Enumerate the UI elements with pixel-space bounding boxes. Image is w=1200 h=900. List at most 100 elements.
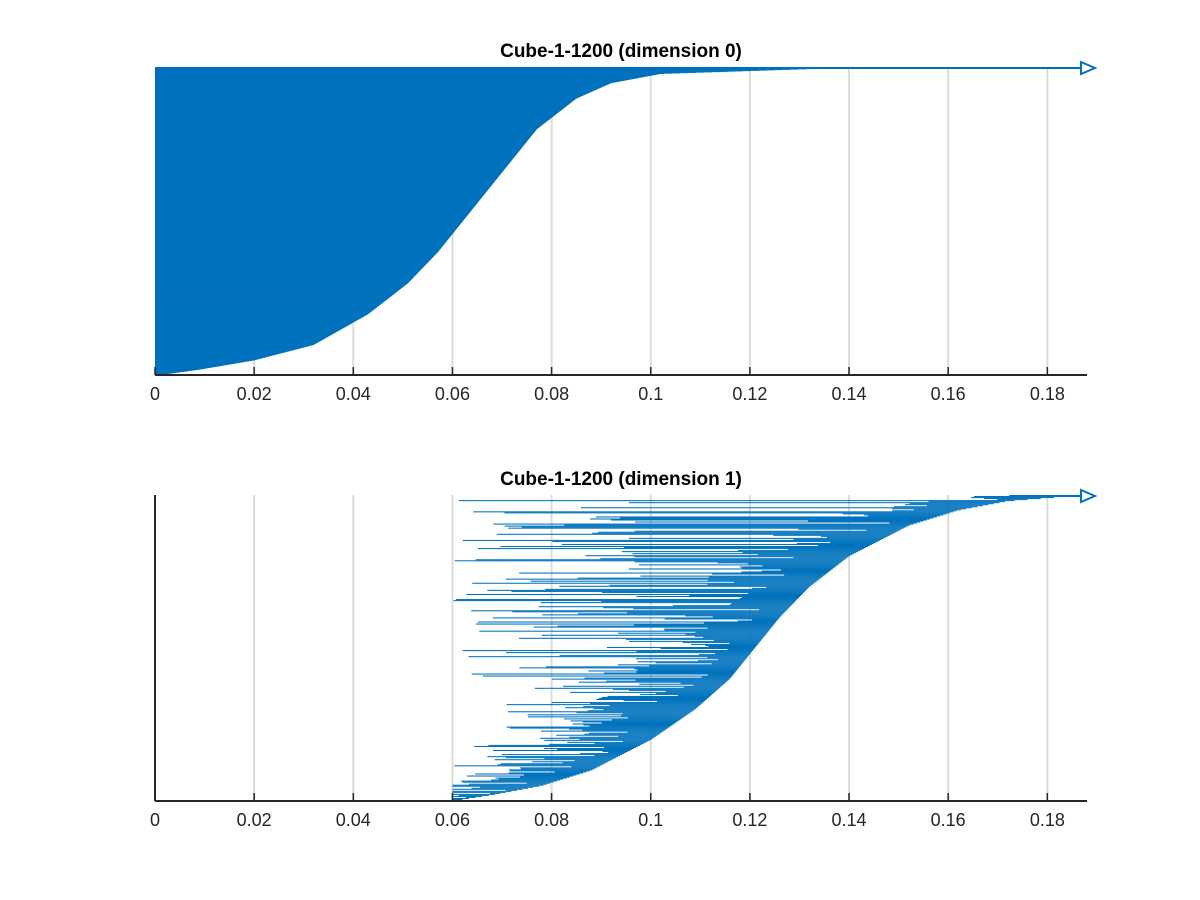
bar: [602, 751, 628, 753]
bar: [479, 786, 534, 788]
bar: [556, 748, 632, 751]
bar: [603, 709, 695, 711]
bar: [452, 785, 539, 787]
bar: [509, 727, 668, 729]
bar: [715, 653, 751, 655]
bar: [601, 591, 804, 593]
bar: [905, 504, 989, 506]
bar: [452, 788, 523, 790]
bar: [458, 500, 1015, 502]
bar: [563, 685, 722, 687]
panel-dimension-0: Cube-1-1200 (dimension 0) 0 0.02 0.04 0.06 0…: [150, 41, 1098, 404]
bar: [594, 742, 644, 744]
bar: [582, 729, 665, 731]
bar: [519, 637, 763, 639]
bar: [519, 767, 597, 769]
bar: [798, 528, 902, 530]
bar: [717, 659, 746, 661]
bar: [892, 510, 957, 512]
bar: [731, 603, 794, 605]
bar: [507, 711, 692, 713]
bar: [532, 761, 609, 763]
bar: [504, 525, 908, 527]
bar: [633, 624, 774, 626]
bar: [594, 755, 621, 757]
chart-title-dimension-1: Cube-1-1200 (dimension 1): [500, 469, 742, 490]
bar: [452, 791, 506, 793]
bar: [608, 752, 626, 754]
bar: [589, 518, 931, 520]
bar: [584, 733, 659, 735]
x-tick-label: 0.08: [534, 810, 569, 830]
bar: [741, 597, 799, 599]
bar: [617, 664, 742, 666]
bar: [478, 548, 864, 550]
bar: [570, 720, 679, 722]
bar: [618, 632, 767, 634]
bar: [452, 784, 544, 786]
bar: [665, 690, 716, 692]
bar: [741, 571, 829, 573]
bar: [452, 797, 469, 799]
bar: [494, 759, 613, 761]
bar: [504, 512, 950, 514]
bar: [527, 714, 688, 716]
bar: [627, 717, 683, 719]
bar: [589, 703, 702, 705]
bar: [752, 619, 778, 621]
bar: [521, 768, 595, 770]
bar: [866, 529, 900, 531]
bar: [627, 612, 785, 614]
bar: [563, 718, 682, 720]
bar: [622, 740, 648, 742]
bar: [739, 566, 836, 568]
bar: [637, 661, 744, 663]
bar: [685, 633, 767, 635]
bar: [606, 646, 756, 649]
bar: [472, 582, 815, 584]
bar: [500, 546, 868, 548]
bar: [488, 744, 640, 746]
bar: [505, 789, 517, 791]
bar: [712, 616, 781, 618]
bar: [864, 514, 944, 516]
bar: [636, 595, 800, 598]
x-tick-label: 0.02: [237, 810, 272, 830]
bar: [505, 652, 752, 654]
bar: [505, 578, 820, 580]
bar: [635, 658, 747, 660]
bar: [549, 743, 642, 745]
bar: [495, 777, 567, 779]
bar: [473, 511, 954, 513]
bar: [465, 796, 476, 798]
bar: [634, 668, 738, 670]
bar: [971, 497, 1054, 499]
bar: [474, 745, 638, 747]
panel-dimension-1: Cube-1-1200 (dimension 1) 0 0.02 0.04 0.06 0…: [150, 469, 1098, 830]
bar: [909, 503, 994, 505]
bar: [570, 691, 715, 693]
bar: [571, 766, 599, 768]
bar: [572, 723, 674, 725]
bar: [542, 614, 783, 616]
bar: [475, 773, 580, 775]
bar: [598, 697, 708, 700]
bar: [926, 505, 983, 507]
bar: [588, 670, 737, 672]
bars-dimension-1: [445, 488, 1098, 802]
bar: [766, 586, 809, 588]
bar: [544, 739, 650, 741]
bar: [628, 568, 833, 570]
bar: [788, 549, 862, 551]
bar: [593, 708, 696, 710]
bar: [707, 583, 813, 585]
bar: [587, 710, 694, 712]
bar: [511, 590, 805, 592]
bar: [655, 662, 743, 664]
bars-dimension-0: [155, 60, 1098, 376]
bar: [656, 701, 705, 703]
chart-title-dimension-0: Cube-1-1200 (dimension 0): [500, 41, 742, 62]
bar: [519, 667, 739, 669]
infinity-arrow-icon: [1080, 60, 1098, 76]
x-tick-label: 0: [150, 384, 160, 404]
